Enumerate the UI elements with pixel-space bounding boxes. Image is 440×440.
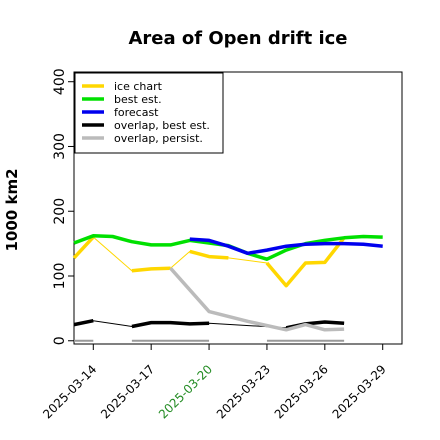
chart-title: Area of Open drift ice <box>128 28 347 49</box>
x-tick-label: 2025-03-17 <box>98 362 157 421</box>
x-tick-label: 2025-03-26 <box>272 362 331 421</box>
y-axis-label: 1000 km2 <box>3 168 21 251</box>
series-line-segment <box>72 235 95 260</box>
series-line-segment <box>189 237 383 256</box>
plot-frame <box>73 71 403 345</box>
series-ice-chart <box>72 235 346 288</box>
y-tick-label: 200 <box>52 198 68 225</box>
x-tick-label: 2025-03-14 <box>40 362 99 421</box>
y-tick-label: 0 <box>52 336 68 345</box>
series-line-segment <box>73 318 94 327</box>
legend-entry-label: overlap, best est. <box>114 119 210 132</box>
series-lines <box>72 234 383 342</box>
series-overlap-persist- <box>169 267 345 332</box>
x-tick-label: 2025-03-20 <box>156 362 215 421</box>
series-forecast <box>189 237 383 256</box>
series-line-segment <box>131 320 210 329</box>
series-line-segment <box>189 249 229 260</box>
x-tick-label: 2025-03-29 <box>330 362 389 421</box>
legend-entry-label: ice chart <box>114 80 163 93</box>
x-tick-label: 2025-03-23 <box>214 362 273 421</box>
legend-entry-label: overlap, persist. <box>114 132 203 145</box>
y-tick-label: 400 <box>52 68 68 95</box>
legend-entry-label: best est. <box>114 93 162 106</box>
series-line-segment <box>169 267 345 332</box>
series-line-segment <box>265 236 346 288</box>
y-tick-label: 300 <box>52 133 68 160</box>
y-tick-label: 100 <box>52 263 68 290</box>
legend-entry-label: forecast <box>114 106 159 119</box>
series-line-segment <box>131 266 171 273</box>
